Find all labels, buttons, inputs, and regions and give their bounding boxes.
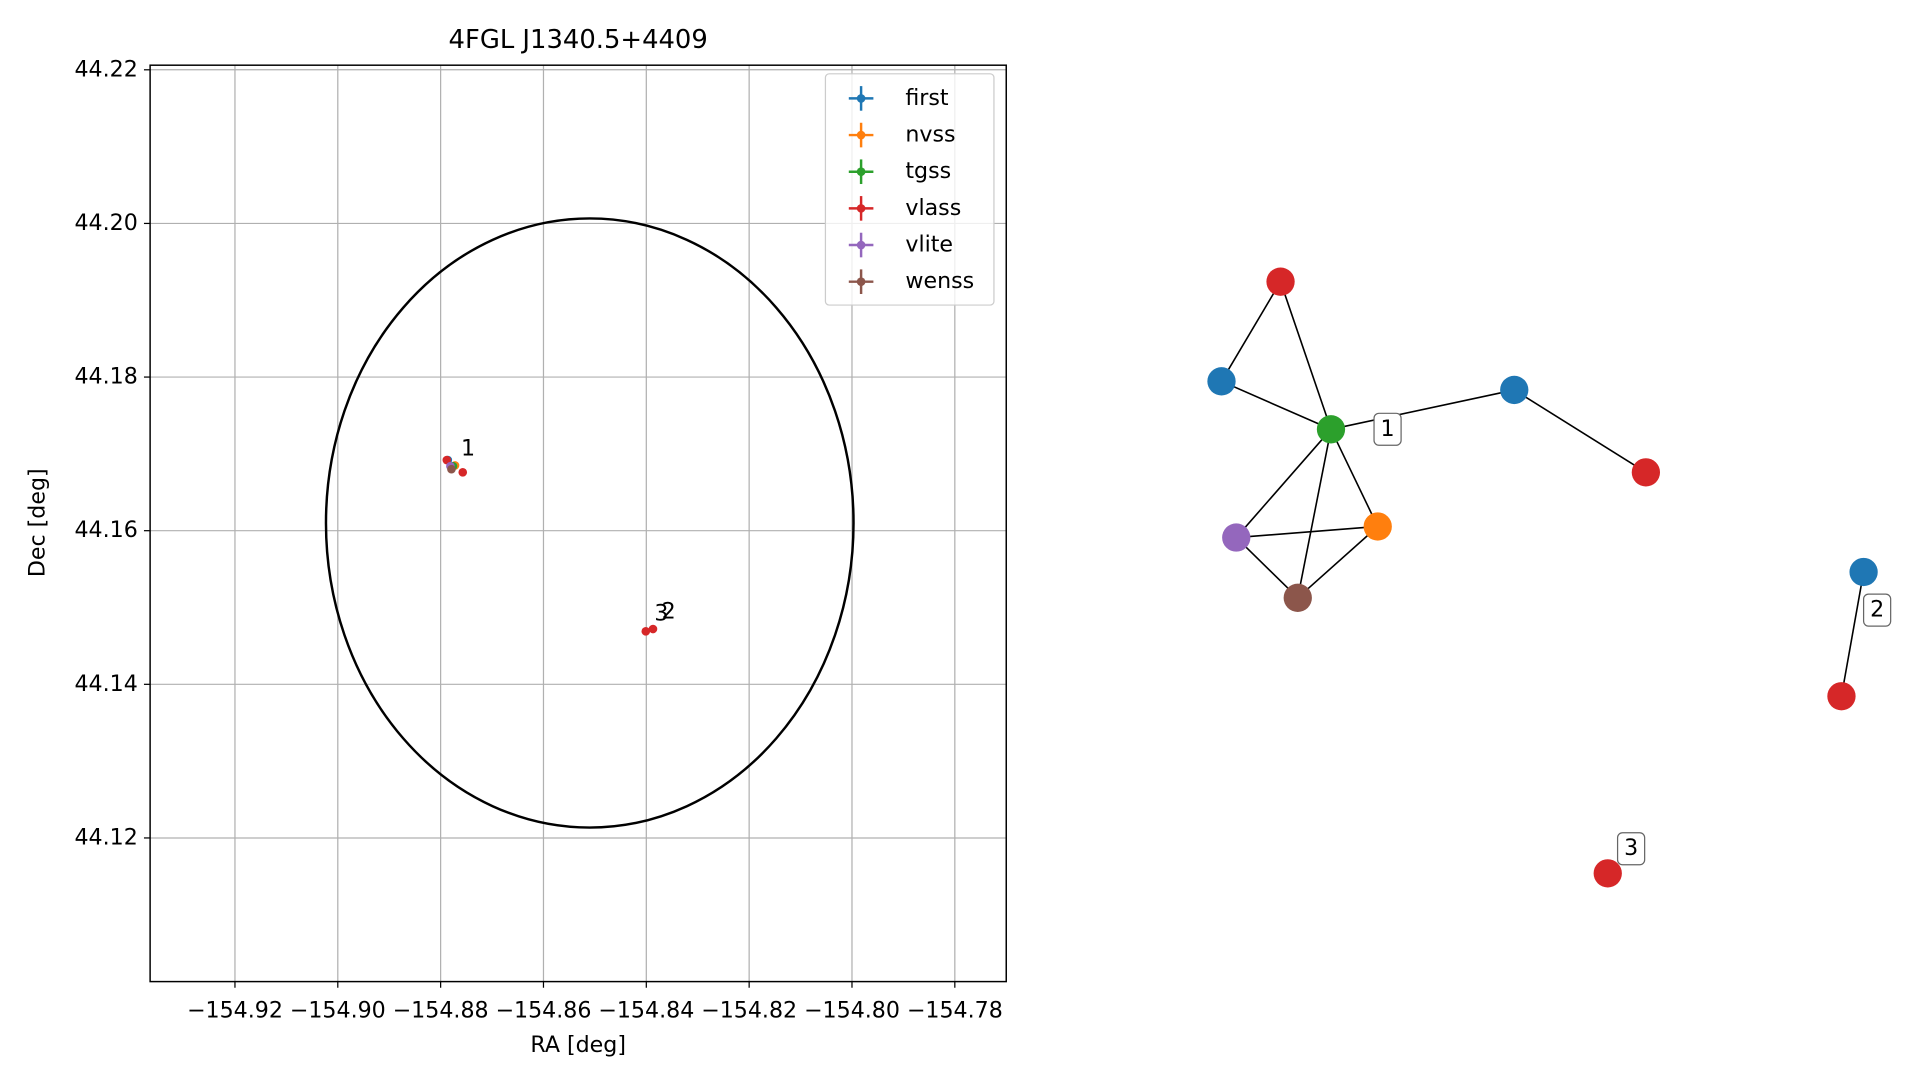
legend-marker <box>856 167 866 177</box>
legend-label: first <box>905 85 949 111</box>
legend-marker <box>856 94 866 103</box>
x-tick-label: −154.82 <box>701 998 797 1024</box>
edge <box>1330 389 1515 431</box>
edge <box>1235 536 1299 599</box>
x-tick-label: −154.88 <box>393 998 489 1024</box>
edge <box>1220 281 1282 382</box>
x-tick-label: −154.80 <box>804 998 900 1024</box>
legend-label: tgss <box>905 158 951 184</box>
y-tick-label: 44.22 <box>74 56 137 82</box>
label-box <box>1862 593 1892 627</box>
annotation: 2 <box>662 598 676 624</box>
edge <box>1513 389 1647 474</box>
node <box>1827 682 1856 711</box>
node-label: 1 <box>1381 416 1395 442</box>
node <box>1500 375 1529 405</box>
point <box>641 627 651 636</box>
node <box>1593 859 1622 888</box>
legend-label: vlite <box>905 232 953 258</box>
legend <box>824 73 995 306</box>
y-tick-label: 44.18 <box>74 364 137 390</box>
chart-title: 4FGL J1340.5+4409 <box>449 25 708 55</box>
node <box>1631 458 1661 487</box>
point <box>458 468 468 477</box>
node <box>1849 557 1878 587</box>
node <box>1316 415 1346 444</box>
node-label: 2 <box>1870 597 1884 623</box>
y-axis-label: Dec [deg] <box>25 468 51 577</box>
annotation: 1 <box>461 435 475 461</box>
node-label: 3 <box>1624 835 1638 861</box>
x-tick-label: −154.84 <box>598 998 694 1024</box>
edge <box>1297 525 1379 599</box>
y-tick-label: 44.12 <box>74 824 137 850</box>
point <box>447 464 456 474</box>
y-tick-label: 44.16 <box>74 517 137 543</box>
plot-frame <box>149 64 1007 983</box>
node <box>1207 367 1236 396</box>
x-axis-label: RA [deg] <box>530 1032 626 1058</box>
legend-marker <box>856 130 866 140</box>
legend-marker <box>856 277 866 286</box>
y-tick-label: 44.14 <box>74 671 137 697</box>
annotation: 3 <box>654 601 668 627</box>
edge <box>1296 429 1332 598</box>
node <box>1363 512 1392 541</box>
legend-label: wenss <box>905 268 974 294</box>
x-tick-label: −154.86 <box>495 998 591 1024</box>
legend-label: nvss <box>905 122 955 148</box>
y-tick-label: 44.20 <box>74 210 137 236</box>
node <box>1222 523 1251 552</box>
error-ellipse <box>324 217 855 829</box>
edge <box>1840 571 1865 697</box>
legend-marker <box>856 204 866 213</box>
legend-marker <box>856 240 866 250</box>
edge <box>1236 525 1378 539</box>
node <box>1283 583 1312 612</box>
node <box>1266 267 1295 296</box>
x-tick-label: −154.78 <box>907 998 1003 1024</box>
point <box>648 624 658 634</box>
legend-label: vlass <box>905 195 961 221</box>
edge <box>1279 281 1332 430</box>
label-box <box>1373 412 1402 446</box>
edge <box>1235 428 1332 539</box>
edge <box>1221 380 1332 431</box>
x-tick-label: −154.92 <box>187 998 283 1024</box>
edge <box>1330 428 1379 527</box>
x-tick-label: −154.90 <box>290 998 386 1024</box>
label-box <box>1616 832 1646 866</box>
